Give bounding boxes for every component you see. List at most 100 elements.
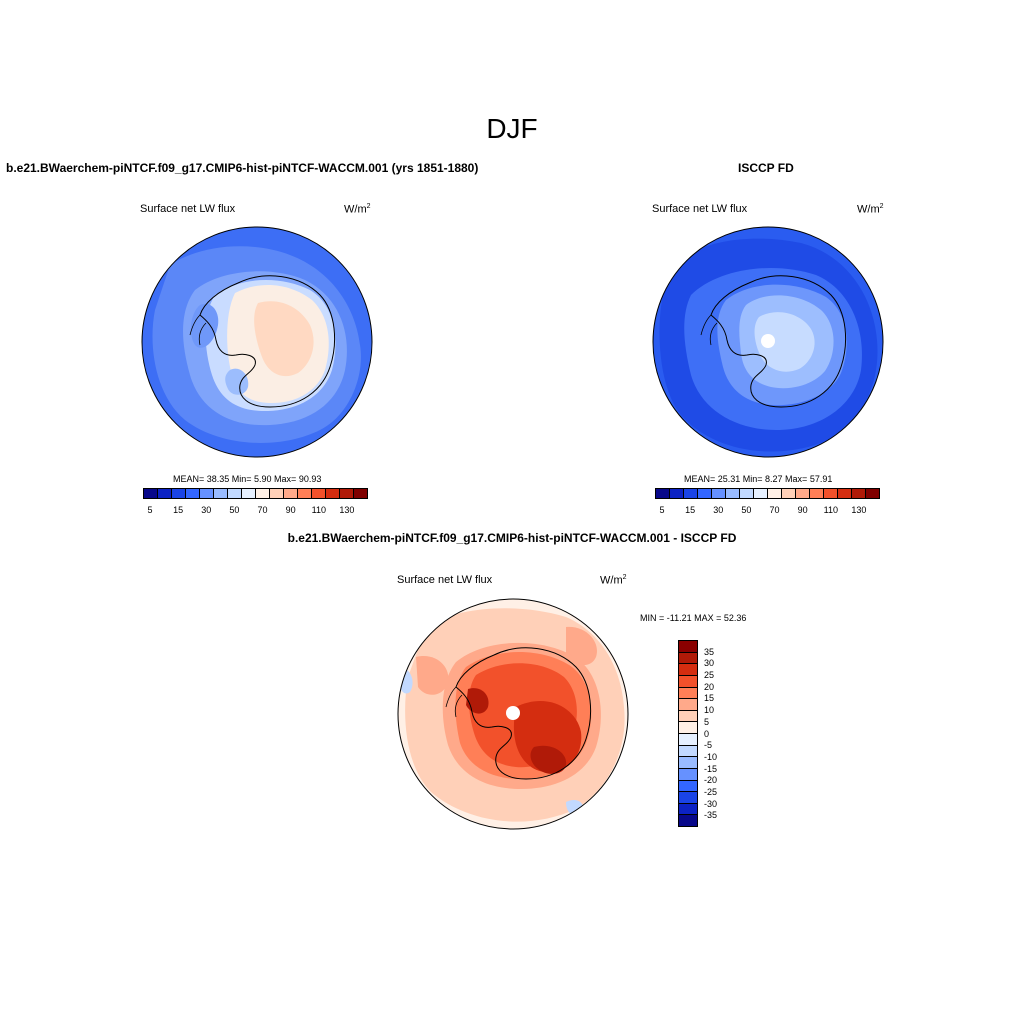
- panel2-title: ISCCP FD: [738, 161, 794, 175]
- colorbar-tick-label: 5: [147, 505, 153, 515]
- colorbar-swatch: [158, 489, 172, 498]
- colorbar-tick-label: 15: [173, 505, 184, 515]
- panel1-title: b.e21.BWaerchem-piNTCF.f09_g17.CMIP6-his…: [6, 161, 479, 175]
- colorbar-swatch: [679, 768, 697, 781]
- colorbar-swatch: [214, 489, 228, 498]
- colorbar-swatch: [838, 489, 852, 498]
- colorbar-tick-label: 30: [704, 658, 715, 669]
- colorbar-swatch: [340, 489, 354, 498]
- colorbar-swatch: [852, 489, 866, 498]
- panel2-colorbar-ticks: 5 15 30 50 70 90 110 130: [655, 505, 880, 517]
- colorbar-swatch: [824, 489, 838, 498]
- colorbar-tick-label: 15: [704, 693, 715, 704]
- colorbar-swatch: [679, 734, 697, 746]
- colorbar-tick-label: 110: [311, 505, 326, 515]
- colorbar-tick-label: -20: [704, 775, 718, 786]
- colorbar-tick-label: 25: [704, 670, 715, 681]
- colorbar-swatch: [679, 675, 697, 688]
- colorbar-tick-label: -10: [704, 751, 718, 762]
- colorbar-swatch: [284, 489, 298, 498]
- colorbar-tick-label: 90: [797, 505, 808, 515]
- colorbar-tick-label: -35: [704, 810, 718, 821]
- colorbar-swatch: [679, 803, 697, 816]
- panel3-stats: MIN = -11.21 MAX = 52.36: [640, 613, 747, 623]
- colorbar-tick-label: 130: [851, 505, 867, 515]
- panel1-units: W/m2: [344, 203, 371, 216]
- colorbar-tick-label: 35: [704, 646, 715, 657]
- panel2-units: W/m2: [857, 203, 884, 216]
- panel2-stats: MEAN= 25.31 Min= 8.27 Max= 57.91: [684, 474, 833, 484]
- colorbar-tick-label: 70: [769, 505, 780, 515]
- colorbar-swatch: [679, 780, 697, 793]
- colorbar-swatch: [754, 489, 768, 498]
- colorbar-swatch: [200, 489, 214, 498]
- colorbar-tick-label: 110: [823, 505, 838, 515]
- colorbar-swatch: [144, 489, 158, 498]
- colorbar-swatch: [726, 489, 740, 498]
- colorbar-tick-label: 50: [229, 505, 240, 515]
- colorbar-tick-label: 5: [704, 716, 710, 727]
- figure-title: DJF: [486, 113, 538, 144]
- colorbar-swatch: [326, 489, 340, 498]
- colorbar-swatch: [186, 489, 200, 498]
- panel2-polar-map: [652, 226, 884, 458]
- colorbar-tick-label: 70: [257, 505, 268, 515]
- colorbar-swatch: [656, 489, 670, 498]
- colorbar-swatch: [698, 489, 712, 498]
- colorbar-swatch: [679, 722, 697, 734]
- colorbar-swatch: [679, 699, 697, 711]
- colorbar-tick-label: 15: [685, 505, 696, 515]
- colorbar-swatch: [679, 815, 697, 826]
- colorbar-swatch: [679, 792, 697, 804]
- colorbar-tick-label: 90: [285, 505, 296, 515]
- colorbar-swatch: [679, 710, 697, 723]
- colorbar-tick-label: 20: [704, 681, 715, 692]
- colorbar-swatch: [679, 641, 697, 653]
- colorbar-swatch: [796, 489, 810, 498]
- panel3-variable-label: Surface net LW flux: [397, 574, 493, 586]
- colorbar-swatch: [354, 489, 367, 498]
- colorbar-swatch: [679, 687, 697, 700]
- colorbar-swatch: [740, 489, 754, 498]
- panel3-colorbar: [678, 640, 698, 827]
- colorbar-tick-label: -15: [704, 763, 718, 774]
- colorbar-swatch: [679, 757, 697, 769]
- colorbar-swatch: [256, 489, 270, 498]
- panel1-variable-label: Surface net LW flux: [140, 203, 236, 215]
- colorbar-tick-label: 5: [659, 505, 665, 515]
- colorbar-swatch: [270, 489, 284, 498]
- colorbar-tick-label: 10: [704, 705, 715, 716]
- colorbar-tick-label: 0: [704, 728, 710, 739]
- colorbar-swatch: [712, 489, 726, 498]
- colorbar-tick-label: -25: [704, 786, 718, 797]
- colorbar-swatch: [679, 652, 697, 665]
- colorbar-swatch: [228, 489, 242, 498]
- panel2-variable-label: Surface net LW flux: [652, 203, 748, 215]
- colorbar-tick-label: 130: [339, 505, 355, 515]
- panel1-polar-map: [141, 226, 373, 458]
- colorbar-swatch: [782, 489, 796, 498]
- panel3-units: W/m2: [600, 574, 627, 587]
- colorbar-tick-label: -5: [704, 740, 713, 751]
- colorbar-tick-label: 50: [741, 505, 752, 515]
- colorbar-swatch: [768, 489, 782, 498]
- colorbar-swatch: [242, 489, 256, 498]
- panel3-title: b.e21.BWaerchem-piNTCF.f09_g17.CMIP6-his…: [287, 531, 737, 545]
- colorbar-swatch: [298, 489, 312, 498]
- colorbar-tick-label: 30: [713, 505, 724, 515]
- colorbar-swatch: [312, 489, 326, 498]
- colorbar-tick-label: 30: [201, 505, 212, 515]
- panel1-colorbar-ticks: 5 15 30 50 70 90 110 130: [143, 505, 368, 517]
- panel1-stats: MEAN= 38.35 Min= 5.90 Max= 90.93: [173, 474, 322, 484]
- panel3-polar-map: [397, 598, 629, 830]
- colorbar-swatch: [172, 489, 186, 498]
- panel1-colorbar: [143, 488, 368, 499]
- colorbar-swatch: [866, 489, 879, 498]
- colorbar-swatch: [684, 489, 698, 498]
- panel2-colorbar: [655, 488, 880, 499]
- colorbar-swatch: [810, 489, 824, 498]
- colorbar-swatch: [670, 489, 684, 498]
- colorbar-tick-label: -30: [704, 798, 718, 809]
- panel3-colorbar-ticks: 35 30 25 20 15 10 5 0 -5 -10 -15 -20 -25 -30 -35: [704, 640, 744, 827]
- colorbar-swatch: [679, 664, 697, 676]
